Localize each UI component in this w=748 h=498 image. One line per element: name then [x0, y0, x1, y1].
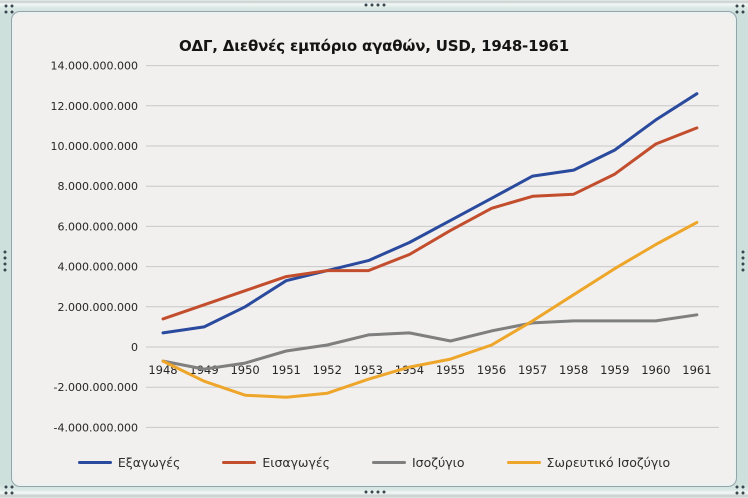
chart-panel: ΟΔΓ, Διεθνές εμπόριο αγαθών, USD, 1948-1…: [11, 11, 737, 487]
svg-text:1951: 1951: [272, 363, 301, 377]
svg-text:4.000.000.000: 4.000.000.000: [58, 261, 138, 274]
legend-label-balance: Ισοζύγιο: [411, 454, 465, 470]
resize-handle-top-right[interactable]: [734, 3, 745, 14]
legend-line-swatch-exports: [77, 460, 112, 464]
svg-text:1961: 1961: [682, 363, 711, 377]
resize-handle-top[interactable]: [363, 2, 386, 8]
resize-handle-bottom[interactable]: [363, 489, 386, 495]
resize-handle-top-left[interactable]: [3, 3, 14, 14]
legend-item-imports: Εισαγωγές: [222, 455, 330, 470]
legend-line-swatch-imports: [222, 460, 257, 464]
svg-text:-4.000.000.000: -4.000.000.000: [54, 421, 138, 434]
svg-text:8.000.000.000: 8.000.000.000: [58, 180, 138, 193]
svg-text:1950: 1950: [230, 363, 259, 377]
resize-handle-bottom-right[interactable]: [734, 484, 745, 495]
svg-text:14.000.000.000: 14.000.000.000: [51, 60, 138, 73]
svg-text:1953: 1953: [354, 363, 383, 377]
svg-text:12.000.000.000: 12.000.000.000: [51, 100, 138, 113]
svg-text:1957: 1957: [518, 363, 547, 377]
legend-label-imports: Εισαγωγές: [262, 454, 330, 470]
svg-text:10.000.000.000: 10.000.000.000: [51, 140, 138, 153]
legend-item-cumulative-balance: Σωρευτικό Ισοζύγιο: [506, 454, 671, 470]
resize-handle-bottom-left[interactable]: [3, 484, 14, 495]
legend-line-swatch-balance: [371, 460, 406, 464]
legend-item-exports: Εξαγωγές: [77, 454, 181, 470]
svg-text:0: 0: [131, 341, 138, 354]
chart-legend: Εξαγωγές Εισαγωγές Ισοζύγιο Σωρευτικό Ισ…: [30, 449, 718, 475]
svg-text:1955: 1955: [436, 363, 465, 377]
svg-text:1959: 1959: [600, 363, 629, 377]
svg-text:1958: 1958: [559, 363, 588, 377]
svg-text:1948: 1948: [148, 363, 177, 377]
svg-text:1956: 1956: [477, 363, 506, 377]
svg-text:1960: 1960: [641, 363, 670, 377]
chart-title: ΟΔΓ, Διεθνές εμπόριο αγαθών, USD, 1948-1…: [178, 37, 570, 55]
resize-handle-right[interactable]: [740, 249, 746, 272]
resize-handle-left[interactable]: [2, 249, 8, 272]
legend-label-exports: Εξαγωγές: [117, 454, 181, 470]
legend-line-swatch-cumulative-balance: [506, 460, 541, 464]
legend-label-cumulative-balance: Σωρευτικό Ισοζύγιο: [546, 454, 671, 470]
svg-text:6.000.000.000: 6.000.000.000: [58, 220, 138, 233]
svg-text:2.000.000.000: 2.000.000.000: [58, 301, 138, 314]
legend-item-balance: Ισοζύγιο: [371, 454, 465, 470]
svg-text:1952: 1952: [313, 363, 342, 377]
svg-text:-2.000.000.000: -2.000.000.000: [54, 381, 138, 394]
